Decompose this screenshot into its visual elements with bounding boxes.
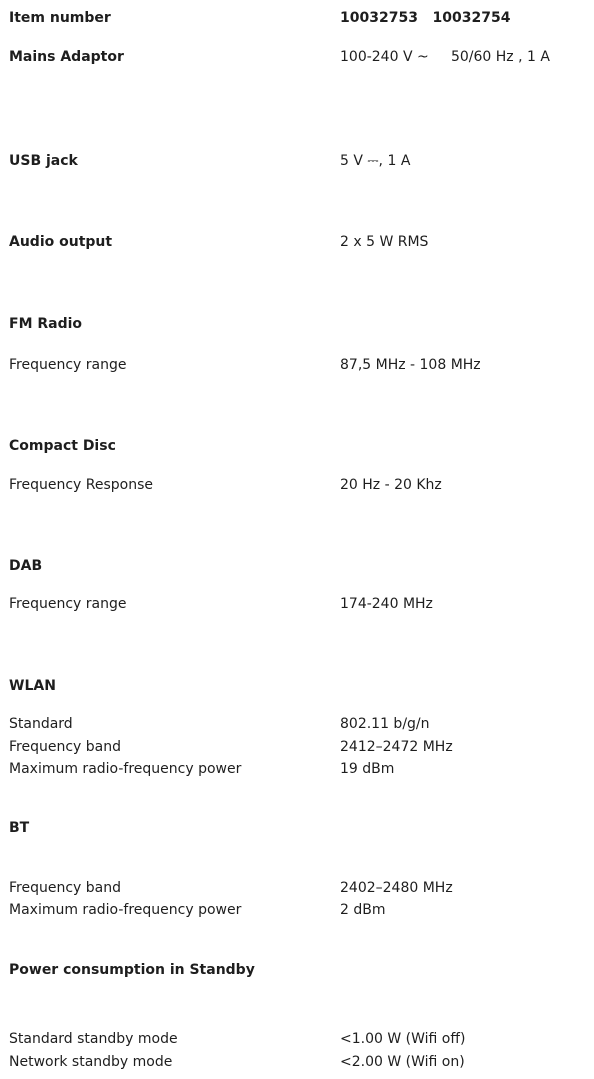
label: Mains Adaptor xyxy=(9,49,124,65)
value: 802.11 b/g/n xyxy=(340,716,430,732)
value: 2412–2472 MHz xyxy=(340,739,453,755)
value: 2402–2480 MHz xyxy=(340,880,453,896)
section-title: BT xyxy=(9,820,30,836)
section-title: WLAN xyxy=(9,678,56,694)
label: Frequency band xyxy=(9,739,121,755)
section-title: Power consumption in Standby xyxy=(9,962,255,978)
label: Standard standby mode xyxy=(9,1031,178,1047)
value: 87,5 MHz - 108 MHz xyxy=(340,357,481,373)
section-title: FM Radio xyxy=(9,316,83,332)
label: Network standby mode xyxy=(9,1054,173,1070)
label: Audio output xyxy=(9,234,113,250)
label: Item number xyxy=(9,10,111,26)
value: 174-240 MHz xyxy=(340,596,433,612)
value: 10032753 10032754 xyxy=(340,10,511,26)
value: 20 Hz - 20 Khz xyxy=(340,477,442,493)
label: Frequency Response xyxy=(9,477,154,493)
label: Frequency range xyxy=(9,357,127,373)
section-title: DAB xyxy=(9,558,43,574)
value: <2.00 W (Wifi on) xyxy=(340,1054,465,1070)
label: Frequency band xyxy=(9,880,121,896)
value: 5 V ⎓, 1 A xyxy=(340,153,411,169)
value: 100-240 V ~ 50/60 Hz , 1 A xyxy=(340,49,550,65)
label: Maximum radio-frequency power xyxy=(9,761,242,777)
label: USB jack xyxy=(9,153,78,169)
value: 2 dBm xyxy=(340,902,386,918)
value: <1.00 W (Wifi off) xyxy=(340,1031,466,1047)
label: Maximum radio-frequency power xyxy=(9,902,242,918)
value: 19 dBm xyxy=(340,761,395,777)
label: Standard xyxy=(9,716,73,732)
label: Frequency range xyxy=(9,596,127,612)
section-title: Compact Disc xyxy=(9,438,116,454)
value: 2 x 5 W RMS xyxy=(340,234,429,250)
